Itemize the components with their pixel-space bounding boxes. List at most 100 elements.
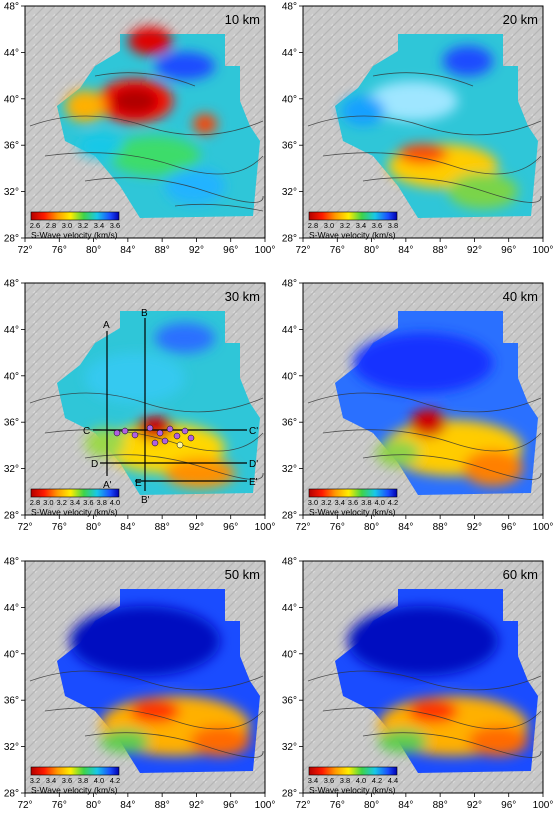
x-tick-label: 96° <box>223 245 238 256</box>
x-tick-label: 100° <box>255 245 276 256</box>
x-tick-label: 80° <box>364 800 379 811</box>
y-tick-label: 28° <box>282 511 297 522</box>
y-tick-label: 32° <box>282 464 297 475</box>
x-tick-label: 80° <box>86 522 101 533</box>
x-tick-label: 72° <box>17 800 32 811</box>
x-tick-label: 84° <box>120 522 135 533</box>
colorbar-tick-label: 2.8 <box>46 221 56 230</box>
profile-b-start: B <box>141 308 148 319</box>
axis-layer: 72° 76° 80° 84° 88° 92° 96° 100° 28° 32° 36° 40° 44°… <box>4 2 553 812</box>
profile-a-end: A' <box>103 480 112 491</box>
depth-label: 20 km <box>503 12 538 27</box>
x-tick-label: 84° <box>120 800 135 811</box>
colorbar-tick-label: 3.8 <box>96 498 106 507</box>
colorbar-tick-label: 3.6 <box>62 776 72 785</box>
x-tick-label: 92° <box>189 800 204 811</box>
colorbar-caption: S-Wave velocity (km/s) <box>31 230 118 240</box>
y-tick-label: 44° <box>4 603 19 614</box>
x-tick-label: 96° <box>501 522 516 533</box>
x-tick-label: 100° <box>255 800 276 811</box>
y-tick-label: 48° <box>282 557 297 568</box>
depth-label: 40 km <box>503 289 538 304</box>
x-tick-label: 76° <box>52 522 67 533</box>
colorbar <box>308 211 398 221</box>
y-tick-label: 48° <box>4 557 19 568</box>
colorbar-tick-label: 2.8 <box>30 498 40 507</box>
profile-lines <box>93 318 247 491</box>
colorbar-ticks: 2.8 3.0 3.2 3.4 3.6 3.8 4.0 <box>30 498 120 507</box>
x-tick-label: 100° <box>255 522 276 533</box>
colorbar-tick-label: 3.2 <box>321 498 331 507</box>
colorbar-tick-label: 3.2 <box>340 221 350 230</box>
colorbar-tick-label: 3.2 <box>56 498 66 507</box>
x-tick-label: 100° <box>533 245 554 256</box>
y-tick-label: 48° <box>282 279 297 290</box>
colorbar-ticks: 3.4 3.6 3.8 4.0 4.2 4.4 <box>308 776 398 785</box>
x-tick-label: 76° <box>330 800 345 811</box>
y-tick-label: 32° <box>4 464 19 475</box>
x-tick-label: 96° <box>501 245 516 256</box>
colorbar-tick-label: 3.6 <box>324 776 334 785</box>
panel-10km: 10 km 2.6 2.8 3.0 3.2 3.4 3.6 S-Wave velocity… <box>24 5 266 240</box>
colorbar-tick-label: 3.6 <box>372 221 382 230</box>
colorbar-tick-label: 3.6 <box>83 498 93 507</box>
profile-c-end: C' <box>249 426 258 437</box>
velocity-field <box>335 311 538 495</box>
y-tick-label: 32° <box>4 187 19 198</box>
colorbar-tick-label: 3.0 <box>308 498 318 507</box>
panel-20km: 20 km 2.8 3.0 3.2 3.4 3.6 3.8 S-Wave velocity… <box>302 5 544 240</box>
colorbar-tick-label: 2.8 <box>308 221 318 230</box>
x-tick-label: 84° <box>120 245 135 256</box>
x-tick-label: 88° <box>155 522 170 533</box>
colorbar-caption: S-Wave velocity (km/s) <box>309 785 396 795</box>
velocity-field <box>335 589 538 773</box>
colorbar-tick-label: 3.4 <box>334 498 344 507</box>
colorbar <box>30 211 120 221</box>
x-tick-label: 96° <box>223 522 238 533</box>
colorbar-tick-label: 4.0 <box>110 498 120 507</box>
colorbar-tick-label: 3.6 <box>348 498 358 507</box>
y-tick-label: 36° <box>4 141 19 152</box>
colorbar-tick-label: 3.4 <box>46 776 56 785</box>
velocity-field <box>57 589 260 773</box>
velocity-field <box>57 27 260 218</box>
y-tick-label: 44° <box>4 325 19 336</box>
profile-e-end: E' <box>249 477 258 488</box>
colorbar-tick-label: 3.8 <box>388 221 398 230</box>
depth-label: 60 km <box>503 567 538 582</box>
colorbar-caption: S-Wave velocity (km/s) <box>31 785 118 795</box>
y-tick-label: 36° <box>4 696 19 707</box>
panel-50km: 50 km 3.2 3.4 3.6 3.8 4.0 4.2 S-Wave velocity… <box>24 560 266 795</box>
colorbar <box>308 766 398 776</box>
x-tick-label: 72° <box>295 522 310 533</box>
fault-lines <box>307 72 542 203</box>
y-tick-label: 36° <box>282 696 297 707</box>
colorbar-tick-label: 3.4 <box>308 776 318 785</box>
x-tick-label: 88° <box>433 522 448 533</box>
colorbar-tick-label: 3.2 <box>30 776 40 785</box>
y-tick-label: 28° <box>4 789 19 800</box>
y-tick-label: 32° <box>282 187 297 198</box>
x-tick-label: 100° <box>533 522 554 533</box>
x-tick-label: 84° <box>398 800 413 811</box>
earthquake-markers <box>113 424 195 449</box>
panel-30km: A A' B B' C C' D D' E E' 30 km 2.8 3.0 3.2… <box>24 282 266 517</box>
y-tick-label: 40° <box>4 94 19 105</box>
y-tick-label: 28° <box>4 234 19 245</box>
y-tick-label: 40° <box>4 649 19 660</box>
x-tick-label: 92° <box>189 245 204 256</box>
x-tick-label: 88° <box>155 800 170 811</box>
depth-label: 50 km <box>225 567 260 582</box>
y-tick-label: 36° <box>282 418 297 429</box>
colorbar-tick-label: 3.6 <box>110 221 120 230</box>
y-tick-label: 28° <box>4 511 19 522</box>
colorbar <box>30 766 120 776</box>
x-tick-label: 72° <box>295 800 310 811</box>
profile-c-start: C <box>83 426 90 437</box>
colorbar-tick-label: 3.0 <box>324 221 334 230</box>
x-tick-label: 76° <box>330 245 345 256</box>
profile-d-start: D <box>91 459 98 470</box>
colorbar-ticks: 2.6 2.8 3.0 3.2 3.4 3.6 <box>30 221 120 230</box>
colorbar-ticks: 3.2 3.4 3.6 3.8 4.0 4.2 <box>30 776 120 785</box>
x-tick-label: 92° <box>189 522 204 533</box>
